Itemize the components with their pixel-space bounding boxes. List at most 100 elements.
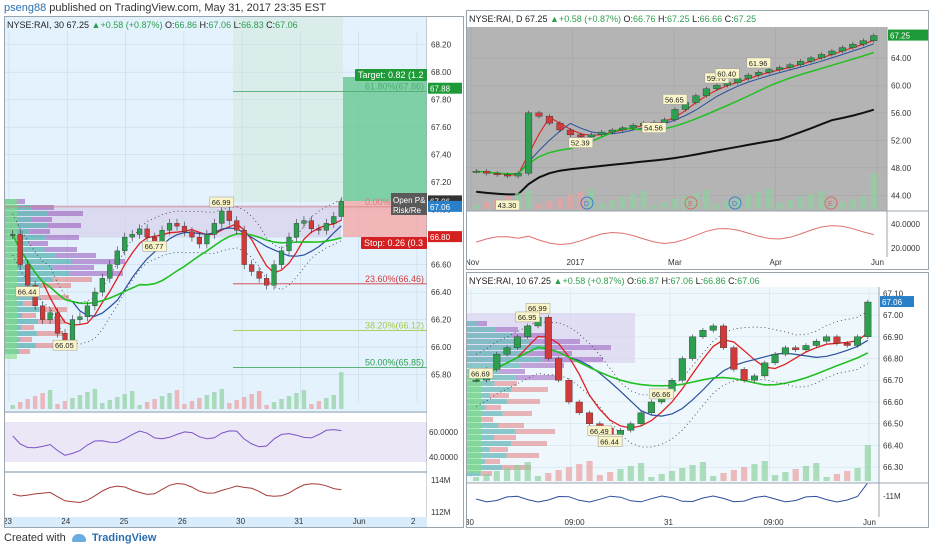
- x-axis: Nov 2017 Mar Apr Jun: [467, 258, 884, 267]
- volume-bar: [828, 205, 836, 209]
- title-segment: O:: [624, 14, 634, 24]
- volume-bar: [813, 463, 820, 481]
- volume-bar: [598, 203, 605, 209]
- volume-profile-bar-b: [69, 271, 123, 276]
- volume-profile-bar-a: [467, 339, 530, 344]
- volume-bar: [617, 469, 624, 481]
- title-segment: 66.86: [703, 276, 728, 286]
- tradingview-cloud-icon: [71, 534, 86, 543]
- author-link[interactable]: pseng88: [4, 2, 47, 14]
- y-tick-label: 68.20: [431, 41, 452, 50]
- tradingview-logo[interactable]: TradingView: [91, 532, 157, 544]
- fib-label: 50.00%(65.85): [365, 358, 424, 368]
- candle-up: [870, 35, 878, 41]
- volume-profile-bar-a: [5, 217, 31, 222]
- volume-profile-bar-b: [53, 265, 94, 270]
- y-tick-label: 44.00: [891, 191, 912, 200]
- ma-green-line: [476, 51, 875, 175]
- volume-bar: [577, 192, 584, 209]
- title-segment: 67.06: [275, 20, 298, 30]
- volume-bar: [650, 205, 658, 209]
- volume-profile-bar-b: [23, 301, 38, 306]
- title-segment: 67.25: [734, 14, 757, 24]
- osc-pane: [5, 473, 427, 517]
- volume-profile-green: [467, 373, 481, 473]
- volume-profile-bar-a: [467, 453, 507, 458]
- candle-down: [256, 271, 262, 279]
- volume-profile-bar-b: [39, 307, 67, 312]
- volume-bar: [85, 392, 90, 409]
- volume-bar: [555, 470, 562, 481]
- rsi-tick: 60.0000: [429, 428, 458, 437]
- candle-up: [781, 347, 789, 355]
- price-point-label: 66.44: [600, 438, 619, 447]
- volume-profile-bar-a: [5, 223, 47, 228]
- price-point-box: [746, 57, 771, 69]
- volume-bar: [586, 461, 593, 481]
- candle-up: [331, 216, 337, 224]
- value-area-band: [5, 205, 341, 237]
- candle-up: [771, 353, 779, 364]
- price-point-box: [715, 68, 740, 79]
- price-point-label: 60.40: [717, 70, 736, 79]
- price-point-box: [495, 199, 520, 211]
- volume-bar: [473, 477, 480, 481]
- y-tick-label: 67.00: [883, 311, 904, 320]
- candle-up: [286, 236, 292, 252]
- title-segment: 67.25: [667, 14, 692, 24]
- title-segment: L:: [234, 20, 242, 30]
- volume-bar: [596, 475, 603, 481]
- candle-down: [586, 412, 594, 424]
- y-tick-label: 66.20: [431, 316, 452, 325]
- x-tick-label: Apr: [770, 258, 783, 267]
- title-segment: NYSE:RAI, 10 67.25: [469, 276, 554, 286]
- candle-down: [535, 112, 543, 117]
- volume-profile-bar-a: [467, 441, 511, 446]
- volume-profile-bar-a: [5, 271, 70, 276]
- candle-down: [720, 325, 728, 348]
- volume-bar: [339, 372, 344, 409]
- title-segment: NYSE:RAI, 30 67.25: [7, 20, 92, 30]
- candle-up: [864, 301, 872, 337]
- chart-panel-30min[interactable]: 61.80%(67.86)0.00%(67.02)23.60%(66.46)38…: [4, 16, 464, 528]
- event-marker-label: D: [732, 201, 737, 208]
- candle-up: [854, 336, 862, 346]
- candle-up: [92, 291, 98, 307]
- volume-bar: [720, 473, 727, 481]
- candle-down: [144, 228, 150, 238]
- price-point-label: 66.49: [590, 427, 609, 436]
- volume-profile-bar-b: [19, 337, 32, 342]
- volume-bar: [637, 463, 645, 481]
- price-point-box: [52, 339, 78, 351]
- volume-profile-bar-b: [502, 411, 532, 416]
- candle-up: [514, 173, 522, 177]
- x-tick-label: 2017: [567, 258, 585, 267]
- price-tag-label: 67.88: [430, 85, 451, 94]
- volume-profile-bar-a: [5, 229, 30, 234]
- osc-line: [12, 482, 342, 504]
- volume-profile-bar-a: [5, 283, 42, 288]
- candle-up: [761, 362, 769, 377]
- candle-up: [812, 340, 820, 346]
- osc-tick: -11M: [883, 492, 901, 501]
- candle-up: [114, 250, 120, 265]
- event-marker: [728, 196, 742, 210]
- candle-down: [504, 174, 512, 177]
- volume-bar: [493, 471, 500, 481]
- x-tick-label: 24: [61, 517, 70, 526]
- volume-profile-bar-b: [28, 241, 48, 246]
- volume-profile-bar-a: [5, 295, 41, 300]
- volume-profile-bar-b: [498, 369, 525, 374]
- volume-profile-bar-b: [44, 247, 77, 252]
- candle-down: [181, 225, 188, 232]
- candle-down: [241, 230, 247, 265]
- volume-bar: [734, 198, 741, 209]
- chart-left-svg[interactable]: 61.80%(67.86)0.00%(67.02)23.60%(66.46)38…: [5, 17, 463, 527]
- volume-profile-bar-b: [47, 211, 83, 216]
- event-marker: [824, 196, 838, 210]
- price-point-box: [142, 240, 167, 252]
